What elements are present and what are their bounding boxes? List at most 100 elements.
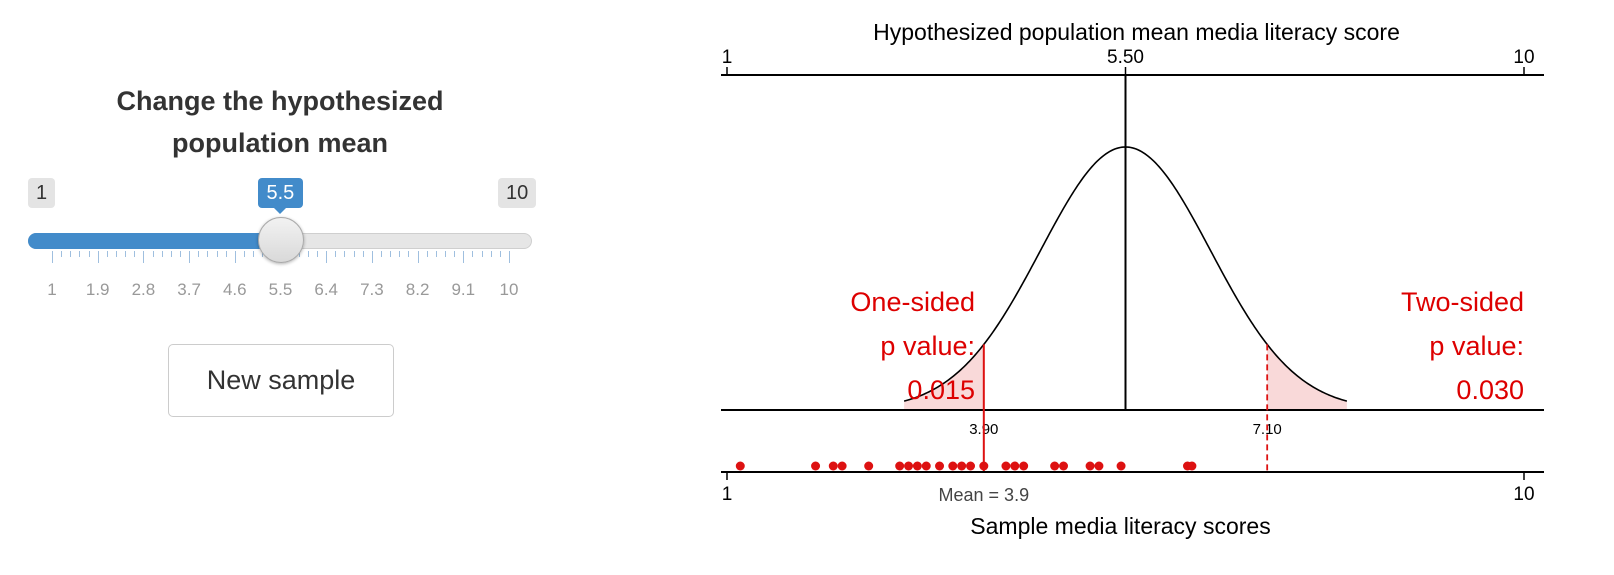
sample-point (1085, 461, 1095, 471)
two-sided-p-value: 0.030 (1456, 375, 1524, 405)
slider-value-label: 5.5 (257, 178, 304, 214)
slider-minor-tick (399, 251, 401, 257)
sample-point (979, 461, 989, 471)
slider-minor-tick (88, 251, 90, 257)
slider-minor-tick (70, 251, 72, 257)
slider-minor-tick (61, 251, 63, 257)
slider-major-tick (189, 251, 191, 263)
slider-tick-label: 1.9 (85, 280, 110, 299)
top-axis-tick-label: 5.50 (1107, 47, 1144, 68)
sample-point (895, 461, 905, 471)
slider-minor-tick (472, 251, 474, 257)
slider-minor-tick (408, 251, 410, 257)
one-sided-label-line1: One-sided (850, 287, 975, 317)
sample-point (904, 461, 914, 471)
slider-minor-tick (125, 251, 127, 257)
slider-minor-tick (317, 251, 319, 257)
slider-minor-tick (435, 251, 437, 257)
slider-minor-tick (390, 251, 392, 257)
slider-minor-tick (298, 251, 300, 257)
slider-major-tick (509, 251, 510, 263)
slider-tick-label: 8.2 (405, 280, 430, 299)
slider-minor-tick (490, 251, 492, 257)
panel-title: Change the hypothesized population mean (60, 80, 500, 164)
slider-tick-label: 3.7 (177, 280, 201, 299)
slider-minor-tick (170, 251, 172, 257)
sample-point (948, 461, 958, 471)
sample-point (921, 461, 931, 471)
slider-minor-tick (353, 251, 355, 257)
slider-minor-tick (381, 251, 383, 257)
bottom-axis-tick-label: 1 (722, 484, 733, 505)
slider-tick-label: 1 (47, 280, 57, 299)
sample-point (1116, 461, 1126, 471)
slider-minor-tick (499, 251, 501, 257)
slider-minor-tick (106, 251, 108, 257)
slider-tick-label: 4.6 (222, 280, 247, 299)
sample-point (828, 461, 838, 471)
slider-min-label: 1 (28, 178, 56, 208)
slider-minor-tick (344, 251, 346, 257)
slider-tick-label: 7.3 (360, 280, 384, 299)
sample-point (864, 461, 874, 471)
slider-minor-tick (243, 251, 245, 257)
slider-minor-tick (426, 251, 428, 257)
slider-minor-tick (207, 251, 209, 257)
new-sample-button[interactable]: New sample (168, 344, 394, 417)
sample-point (935, 461, 945, 471)
slider-minor-tick (307, 251, 309, 257)
sample-point (1059, 461, 1069, 471)
two-sided-label-line1: Two-sided (1401, 287, 1524, 317)
slider-minor-tick (161, 251, 163, 257)
panel-title-line1: Change the hypothesized (116, 86, 444, 116)
slider-major-tick (97, 251, 99, 263)
slider-minor-tick (79, 251, 81, 257)
slider-major-tick (234, 251, 236, 263)
slider-minor-tick (225, 251, 227, 257)
slider-minor-tick (198, 251, 200, 257)
slider-major-tick (52, 251, 53, 263)
slider-minor-tick (253, 251, 255, 257)
slider-tick-label: 9.1 (451, 280, 476, 299)
left-tail-area (904, 344, 984, 410)
slider-major-tick (463, 251, 465, 263)
slider-minor-tick (152, 251, 154, 257)
slider-minor-tick (134, 251, 136, 257)
slider-minor-tick (179, 251, 181, 257)
slider-tick-label: 2.8 (131, 280, 156, 299)
sample-point (1019, 461, 1029, 471)
bottom-axis-title: Sample media literacy scores (970, 513, 1270, 539)
two-sided-label-line2: p value: (1429, 331, 1524, 361)
slider-major-tick (326, 251, 328, 263)
slider-minor-tick (362, 251, 364, 257)
slider-handle[interactable] (257, 217, 304, 263)
sample-point (837, 461, 847, 471)
slider-tick-label: 5.5 (268, 280, 293, 299)
sample-point (811, 461, 821, 471)
slider-tick-label: 10 (499, 280, 519, 299)
control-panel: Change the hypothesized population mean … (0, 0, 560, 575)
slider-fill (28, 233, 281, 249)
one-sided-p-value: 0.015 (907, 375, 975, 405)
bottom-axis-tick-label: 10 (1513, 484, 1534, 505)
one-sided-label-line2: p value: (880, 331, 975, 361)
slider-minor-tick (445, 251, 447, 257)
slider-max-label: 10 (498, 178, 537, 208)
top-axis-tick-label: 1 (722, 47, 733, 68)
sample-point (912, 461, 922, 471)
top-axis-tick-label: 10 (1513, 47, 1534, 68)
sample-point (1010, 461, 1020, 471)
slider-major-tick (371, 251, 373, 263)
top-axis-title: Hypothesized population mean media liter… (873, 19, 1400, 45)
slider-minor-tick (454, 251, 456, 257)
sample-point (1094, 461, 1104, 471)
panel-title-line2: population mean (172, 128, 388, 158)
sample-point (735, 461, 745, 471)
slider-major-tick (417, 251, 419, 263)
sample-point (1001, 461, 1011, 471)
slider-minor-tick (335, 251, 337, 257)
sample-point (1187, 461, 1197, 471)
sample-point (1050, 461, 1060, 471)
sample-point (957, 461, 967, 471)
